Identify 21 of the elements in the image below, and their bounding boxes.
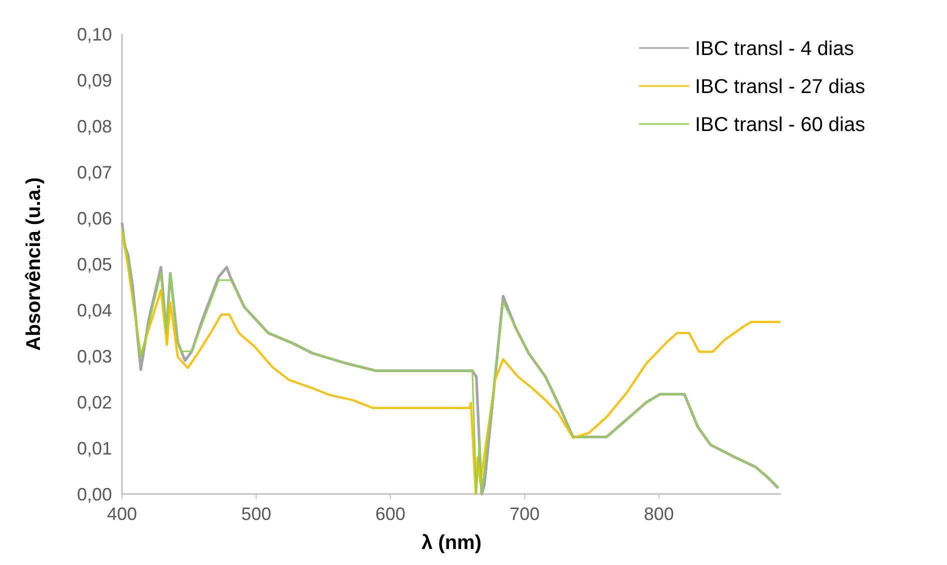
legend-label: IBC transl - 27 dias — [695, 76, 866, 98]
y-tick-label: 0,09 — [76, 70, 112, 90]
y-tick-label: 0,04 — [76, 300, 112, 320]
legend-label: IBC transl - 4 dias — [695, 38, 854, 60]
x-axis-title: λ (nm) — [422, 532, 482, 554]
y-tick-label: 0,02 — [76, 392, 112, 412]
y-tick-label: 0,06 — [76, 208, 112, 228]
x-tick-label: 700 — [510, 504, 540, 524]
y-tick-label: 0,00 — [76, 484, 112, 504]
x-tick-label: 800 — [644, 504, 674, 524]
y-tick-label: 0,08 — [76, 116, 112, 136]
y-tick-label: 0,03 — [76, 346, 112, 366]
y-tick-label: 0,05 — [76, 254, 112, 274]
legend-label: IBC transl - 60 dias — [695, 114, 866, 136]
y-axis-title: Absorvência (u.a.) — [23, 177, 45, 351]
y-tick-label: 0,01 — [76, 438, 112, 458]
x-tick-label: 400 — [106, 504, 138, 524]
x-tick-label: 600 — [375, 504, 406, 524]
x-tick-label: 500 — [241, 504, 272, 524]
y-tick-label: 0,07 — [76, 162, 112, 182]
y-tick-label: 0,10 — [76, 24, 112, 44]
